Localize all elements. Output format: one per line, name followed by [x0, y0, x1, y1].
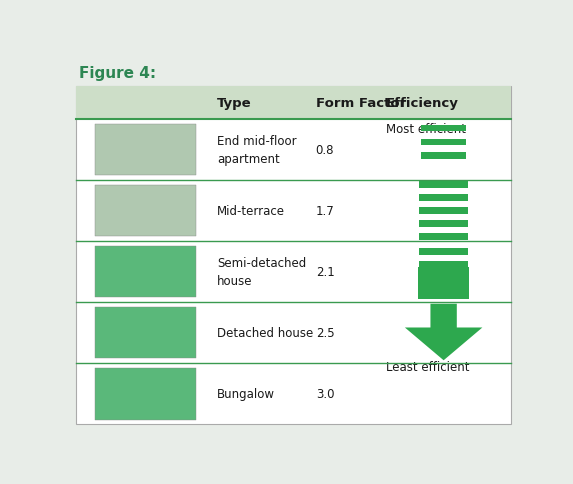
- Text: Type: Type: [217, 97, 252, 110]
- Bar: [95, 307, 195, 359]
- Bar: [421, 153, 466, 159]
- Text: 3.0: 3.0: [316, 388, 334, 401]
- Text: End mid-floor
apartment: End mid-floor apartment: [217, 135, 297, 166]
- Text: 2.1: 2.1: [316, 266, 335, 279]
- Bar: [421, 125, 466, 132]
- Text: Bungalow: Bungalow: [217, 388, 275, 401]
- Bar: [419, 261, 468, 268]
- Text: Detached house: Detached house: [217, 327, 313, 340]
- Text: 0.8: 0.8: [316, 144, 334, 156]
- Polygon shape: [405, 304, 482, 361]
- Bar: [419, 195, 468, 201]
- Bar: [95, 124, 195, 176]
- Bar: [419, 182, 468, 188]
- Text: Mid-terrace: Mid-terrace: [217, 205, 285, 217]
- Bar: [419, 234, 468, 241]
- Bar: [95, 368, 195, 420]
- Bar: [419, 248, 468, 255]
- Bar: [421, 139, 466, 146]
- Text: Most efficient: Most efficient: [386, 122, 465, 136]
- Bar: [95, 246, 195, 298]
- Bar: [419, 208, 468, 214]
- Bar: [418, 267, 469, 300]
- Text: Semi-detached
house: Semi-detached house: [217, 257, 307, 287]
- Text: 2.5: 2.5: [316, 327, 335, 340]
- Text: Least efficient: Least efficient: [386, 361, 469, 374]
- Text: Form Factor: Form Factor: [316, 97, 406, 110]
- Bar: [76, 87, 511, 120]
- Bar: [95, 185, 195, 237]
- Text: Efficiency: Efficiency: [386, 97, 458, 110]
- Text: Figure 4:: Figure 4:: [80, 66, 156, 81]
- Bar: [419, 221, 468, 227]
- Text: 1.7: 1.7: [316, 205, 335, 217]
